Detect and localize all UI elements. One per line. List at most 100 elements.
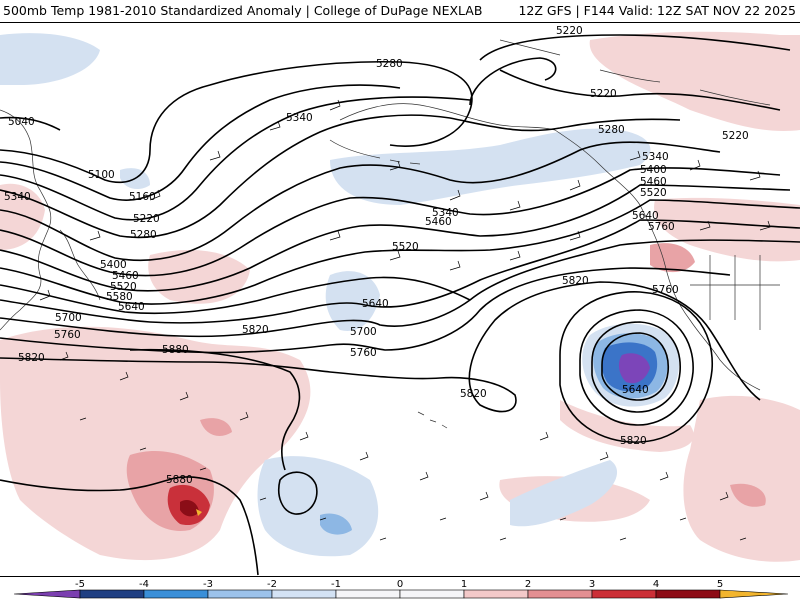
colorbar-segment [719, 589, 789, 599]
colorbar-tick-label: 3 [589, 579, 595, 590]
contour-label: 5760 [648, 221, 675, 233]
contour-label: 5460 [425, 216, 452, 228]
colorbar-tick-label: 5 [717, 579, 723, 590]
warm-anomaly-area [683, 395, 800, 562]
contour-label: 5880 [162, 344, 189, 356]
warm-anomaly-area [200, 418, 232, 436]
contour-label: 5040 [8, 116, 35, 128]
model-run-info: 12Z GFS | F144 Valid: 12Z SAT NOV 22 202… [518, 3, 796, 18]
colorbar-tick-label: -3 [203, 579, 213, 590]
map-panel: 5040 5100 5160 5220 5220 5220 5220 5280 … [0, 23, 800, 576]
contour-label: 5640 [118, 301, 145, 313]
contour-label: 5880 [166, 474, 193, 486]
colorbar-legend: -5 -4 -3 -2 -1 0 1 2 3 4 5 [0, 576, 800, 600]
contour-label: 5640 [622, 384, 649, 396]
colorbar-segment [79, 589, 145, 599]
contour-label: 5280 [598, 124, 625, 136]
coastline-japan [59, 229, 101, 301]
colorbar-segment [335, 589, 401, 599]
contour-label: 5640 [632, 210, 659, 222]
colorbar-tick-label: -1 [331, 579, 341, 590]
colorbar-tick-label: -2 [267, 579, 277, 590]
contour-label: 5220 [722, 130, 749, 142]
state-borders [690, 255, 780, 330]
wind-barbs [39, 99, 771, 541]
colorbar-tick-label: 4 [653, 579, 659, 590]
warm-anomaly-area [730, 483, 766, 507]
contour-5220-north [499, 69, 781, 111]
contour-5640-ring [601, 332, 669, 401]
coastlines [0, 39, 780, 429]
colorbar-tick-label: 1 [461, 579, 467, 590]
contour-label: 5820 [18, 352, 45, 364]
colorbar-segment [143, 589, 209, 599]
colorbar-segment [463, 589, 529, 599]
colorbar-segment [207, 589, 273, 599]
contour-5220-west [0, 96, 471, 221]
cold-anomaly-area [510, 460, 618, 527]
contour-5640 [0, 219, 800, 324]
contour-label: 5340 [642, 151, 669, 163]
contour-label: 5340 [286, 112, 313, 124]
colorbar-tick-label: 0 [397, 579, 403, 590]
contour-5880-sw [174, 476, 259, 576]
contour-5880 [129, 348, 301, 471]
contour-label: 5820 [620, 435, 647, 447]
contour-5700-ring [591, 321, 681, 413]
contour-label: 5580 [106, 291, 133, 303]
contour-5700 [0, 239, 800, 338]
contour-5880-west [0, 477, 176, 492]
contour-5100 [0, 60, 473, 184]
contour-label: 5760 [350, 347, 377, 359]
contour-5400 [0, 167, 781, 277]
colorbar-tick-label: -5 [75, 579, 85, 590]
colorbar-segment [399, 589, 465, 599]
contour-label: 5220 [590, 88, 617, 100]
contour-label: 5640 [362, 298, 389, 310]
contour-label: 5340 [4, 191, 31, 203]
coastline-alaska [339, 103, 641, 206]
coastline-arctic [499, 39, 771, 106]
contour-label: 5760 [54, 329, 81, 341]
contour-5340-arctic [469, 57, 557, 106]
colorbar-segment [655, 589, 721, 599]
height-contours [0, 34, 800, 576]
warm-anomaly-area [0, 326, 311, 561]
contour-5760-ring [579, 309, 694, 426]
cold-anomaly-area [320, 513, 352, 535]
contour-label: 5400 [640, 164, 667, 176]
colorbar-tick-label: -4 [139, 579, 149, 590]
colorbar-tick-label: 2 [525, 579, 531, 590]
contour-5880-ring [278, 471, 318, 515]
colorbar-segment [591, 589, 657, 599]
contour-5760 [0, 267, 731, 354]
anomaly-shading [0, 31, 800, 562]
contour-5280 [0, 114, 681, 239]
cold-anomaly-area [0, 33, 100, 85]
contour-5820 [0, 281, 761, 413]
contour-label: 5460 [640, 176, 667, 188]
contour-label: 5760 [652, 284, 679, 296]
product-title: 500mb Temp 1981-2010 Standardized Anomal… [3, 3, 483, 18]
colorbar-segment [271, 589, 337, 599]
contour-label: 5520 [392, 241, 419, 253]
contour-5820-ring [559, 291, 713, 443]
header-bar: 500mb Temp 1981-2010 Standardized Anomal… [0, 0, 800, 23]
warm-anomaly-area [650, 243, 695, 273]
contour-5220-east [479, 34, 791, 61]
contour-label: 5340 [432, 207, 459, 219]
coastline-north-america [639, 204, 761, 391]
warm-anomaly-area [654, 197, 800, 262]
contour-5460 [0, 184, 791, 292]
contour-label: 5520 [110, 281, 137, 293]
contour-label: 5460 [112, 270, 139, 282]
contour-5040 [0, 116, 61, 131]
contour-label: 5160 [129, 191, 156, 203]
cold-anomaly-area [257, 456, 379, 557]
contour-label: 5400 [100, 259, 127, 271]
coastline-asia [0, 109, 52, 331]
warm-anomaly-area [180, 500, 199, 517]
contour-5520 [0, 199, 800, 305]
contour-label: 5220 [556, 25, 583, 37]
contour-label: 5820 [460, 388, 487, 400]
